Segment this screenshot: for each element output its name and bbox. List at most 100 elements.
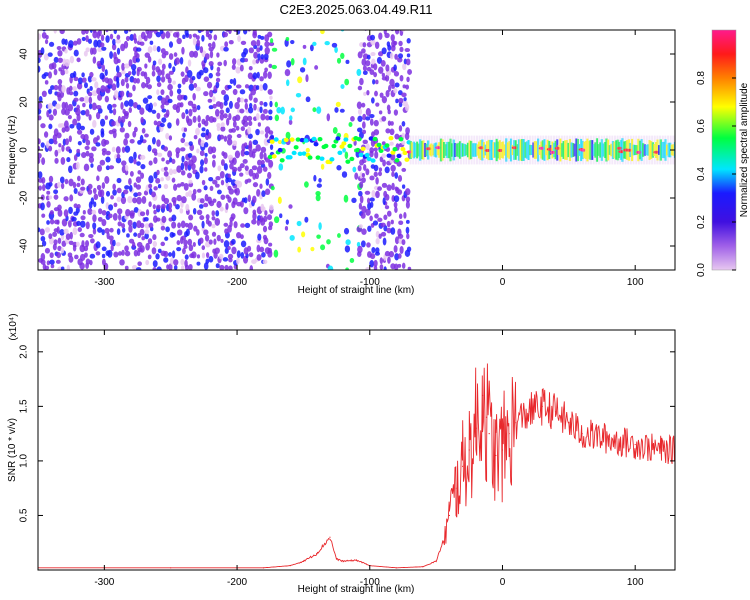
heatmap-cell: [42, 184, 46, 192]
heatmap-cell: [369, 260, 375, 268]
heatmap-cell: [227, 245, 231, 251]
heatmap-cell: [168, 62, 172, 69]
heatmap-cell: [390, 153, 396, 161]
heatmap-cell: [404, 157, 410, 162]
heatmap-cell: [646, 144, 650, 156]
heatmap-cell: [571, 135, 574, 165]
heatmap-cell: [139, 154, 146, 160]
heatmap-cell: [173, 183, 178, 191]
heatmap-cell: [318, 222, 322, 230]
heatmap-cell: [630, 138, 634, 162]
heatmap-cell: [228, 40, 234, 45]
heatmap-cell: [383, 214, 388, 221]
heatmap-cell: [356, 136, 362, 142]
heatmap-cell: [533, 141, 536, 159]
heatmap-cell: [390, 164, 396, 172]
heatmap-cell: [388, 135, 394, 141]
heatmap-cell: [564, 140, 567, 160]
heatmap-cell: [163, 183, 169, 190]
heatmap-cell: [208, 89, 214, 98]
heatmap-cell: [172, 66, 176, 73]
heatmap-cell: [83, 95, 90, 104]
heatmap-cell: [152, 60, 157, 66]
heatmap-cell: [217, 61, 223, 67]
heatmap-cell: [551, 141, 554, 159]
heatmap-cell: [358, 152, 364, 158]
heatmap-cell: [181, 155, 185, 163]
heatmap-cell: [253, 51, 259, 59]
heatmap-cell: [365, 116, 371, 121]
heatmap-cell: [216, 189, 222, 195]
heatmap-cell: [119, 259, 125, 266]
heatmap-cell: [234, 150, 241, 159]
heatmap-cell: [80, 178, 85, 186]
heatmap-cell: [124, 145, 131, 153]
heatmap-cell: [40, 259, 46, 265]
heatmap-cell: [56, 91, 61, 98]
heatmap-cell: [63, 228, 69, 235]
heatmap-cell: [401, 132, 406, 139]
heatmap-cell: [64, 49, 68, 54]
heatmap-cell: [76, 122, 82, 131]
colorbar-frame: [711, 29, 737, 271]
heatmap-cell: [263, 101, 268, 107]
heatmap-cell: [309, 44, 314, 52]
heatmap-cell: [264, 188, 271, 196]
heatmap-cell: [113, 51, 117, 60]
heatmap-cell: [105, 35, 110, 43]
heatmap-cell: [165, 132, 170, 140]
heatmap-cell: [343, 227, 350, 235]
heatmap-cell: [211, 223, 216, 229]
heatmap-cell: [81, 240, 85, 248]
snr-data-point: [442, 542, 444, 544]
heatmap-cell: [280, 106, 285, 115]
heatmap-cell: [350, 116, 355, 122]
heatmap-cell: [466, 142, 470, 158]
heatmap-cell: [72, 86, 77, 92]
heatmap-cell: [125, 165, 129, 172]
heatmap-cell: [297, 151, 303, 156]
heatmap-cell: [216, 66, 221, 73]
heatmap-cell: [414, 142, 417, 158]
heatmap-cell: [381, 182, 388, 188]
heatmap-cell: [399, 246, 404, 254]
heatmap-cell: [192, 115, 197, 123]
heatmap-cell: [218, 253, 224, 260]
heatmap-cell: [99, 189, 105, 198]
heatmap-cell: [563, 135, 566, 165]
heatmap-cell: [112, 189, 117, 196]
heatmap-cell: [397, 228, 402, 237]
heatmap-cell: [228, 100, 233, 109]
heatmap-cell: [200, 140, 205, 148]
heatmap-cell: [373, 147, 378, 152]
heatmap-cell: [345, 267, 349, 270]
heatmap-cell: [38, 152, 42, 159]
heatmap-cell: [125, 35, 131, 42]
heatmap-cell: [244, 98, 248, 103]
heatmap-cell: [163, 197, 170, 205]
heatmap-cell: [382, 197, 386, 206]
heatmap-cell: [433, 135, 436, 165]
heatmap-cell: [187, 238, 193, 246]
heatmap-cell: [441, 139, 444, 161]
heatmap-cell: [233, 264, 238, 270]
heatmap-cell: [117, 58, 121, 64]
heatmap-cell: [110, 244, 114, 252]
heatmap-cell: [48, 233, 53, 240]
heatmap-cell: [570, 142, 573, 158]
heatmap-cell: [474, 143, 478, 157]
heatmap-cell: [123, 40, 129, 49]
heatmap-cell: [462, 143, 465, 157]
heatmap-cell: [256, 188, 261, 197]
heatmap-cell: [223, 100, 228, 106]
heatmap-cell: [132, 84, 136, 92]
heatmap-cell: [401, 167, 407, 172]
heatmap-cell: [635, 135, 638, 165]
heatmap-cell: [112, 212, 118, 221]
heatmap-cell: [115, 38, 121, 44]
heatmap-cell: [621, 135, 624, 165]
heatmap-cell: [80, 125, 85, 131]
heatmap-cell: [136, 77, 141, 84]
heatmap-cell: [167, 83, 173, 91]
heatmap-cell: [175, 203, 180, 210]
